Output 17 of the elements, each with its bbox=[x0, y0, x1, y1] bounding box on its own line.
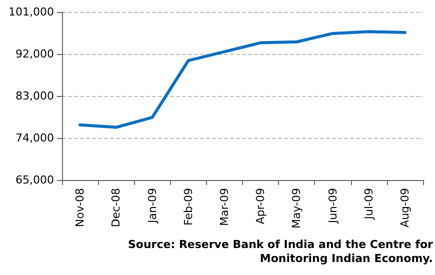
x-tick-label: Dec-08 bbox=[110, 188, 123, 228]
y-tick-label: 83,000 bbox=[16, 90, 54, 102]
x-tick-label: May-09 bbox=[290, 188, 304, 229]
x-tick-label: Nov-08 bbox=[74, 188, 87, 228]
x-tick-label: Aug-09 bbox=[398, 188, 412, 228]
x-tick-label: Apr-09 bbox=[254, 188, 268, 224]
x-tick-label: Jun-09 bbox=[326, 188, 340, 224]
y-tick-label: 65,000 bbox=[16, 174, 54, 186]
x-tick-label: Feb-09 bbox=[182, 188, 195, 226]
y-tick-label: 92,000 bbox=[16, 48, 54, 60]
x-tick-label: Jan-09 bbox=[146, 188, 159, 224]
source-note: Source: Reserve Bank of India and the Centre for Monitoring Indian Economy. bbox=[127, 238, 433, 266]
x-tick-label: Mar-09 bbox=[218, 188, 231, 226]
line-series bbox=[78, 30, 406, 129]
y-tick-label: 101,000 bbox=[8, 6, 54, 18]
x-tick-label: Jul-09 bbox=[362, 188, 376, 220]
y-tick-label: 74,000 bbox=[16, 132, 54, 144]
